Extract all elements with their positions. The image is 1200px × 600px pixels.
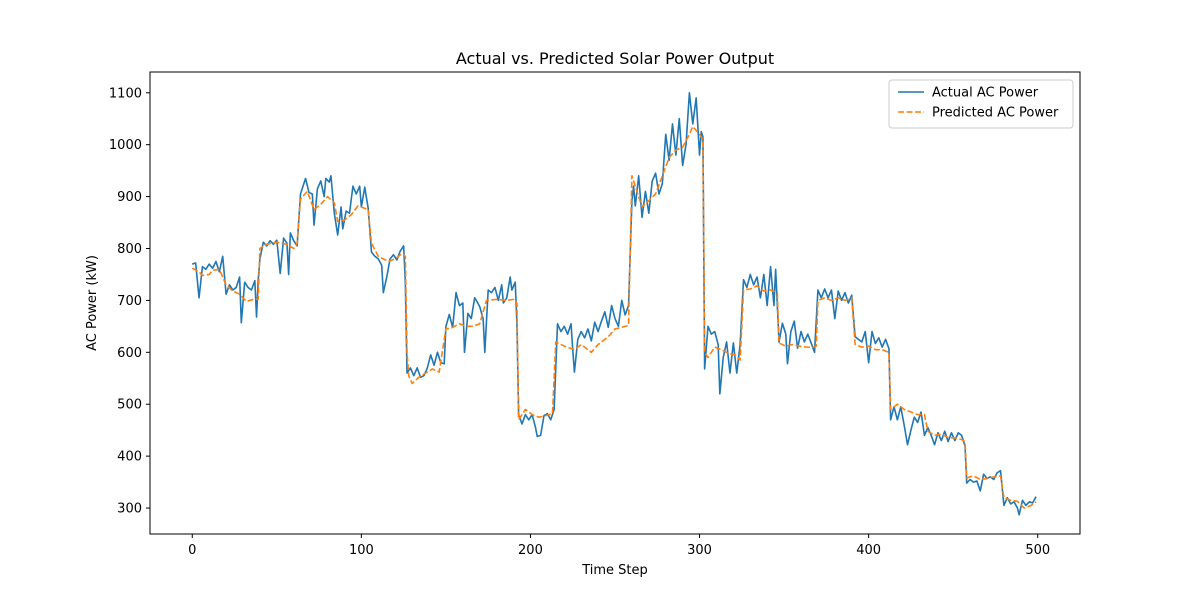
plot-area: 0 100 200 300 400 500 300 400 500 600 700 800 900 100… — [109, 71, 1081, 558]
y-tick-label: 600 — [117, 346, 142, 361]
x-tick-label: 100 — [349, 543, 374, 558]
legend-box — [888, 79, 1074, 129]
x-tick-label: 0 — [188, 543, 196, 558]
y-axis-label: AC Power (kW) — [85, 255, 100, 351]
chart-title: Actual vs. Predicted Solar Power Output — [456, 49, 774, 68]
x-tick-label: 400 — [856, 543, 881, 558]
y-tick-label: 700 — [117, 294, 142, 309]
x-axis-label: Time Step — [581, 563, 648, 578]
y-tick-label: 1000 — [109, 138, 142, 153]
legend-label-predicted: Predicted AC Power — [932, 106, 1059, 121]
y-tick-label: 900 — [117, 190, 142, 205]
x-tick-label: 200 — [518, 543, 543, 558]
y-tick-label: 800 — [117, 242, 142, 257]
series-line-actual — [192, 91, 1037, 516]
y-tick-label: 400 — [117, 450, 142, 465]
legend-label-actual: Actual AC Power — [932, 86, 1039, 101]
x-tick-label: 500 — [1025, 543, 1050, 558]
plot-frame — [149, 71, 1081, 535]
legend: Actual AC Power Predicted AC Power — [888, 79, 1074, 129]
series-line-predicted — [191, 125, 1037, 509]
y-tick-label: 500 — [117, 398, 142, 413]
y-tick-label: 300 — [117, 502, 142, 517]
x-tick-label: 300 — [687, 543, 712, 558]
y-tick-label: 1100 — [109, 86, 142, 101]
